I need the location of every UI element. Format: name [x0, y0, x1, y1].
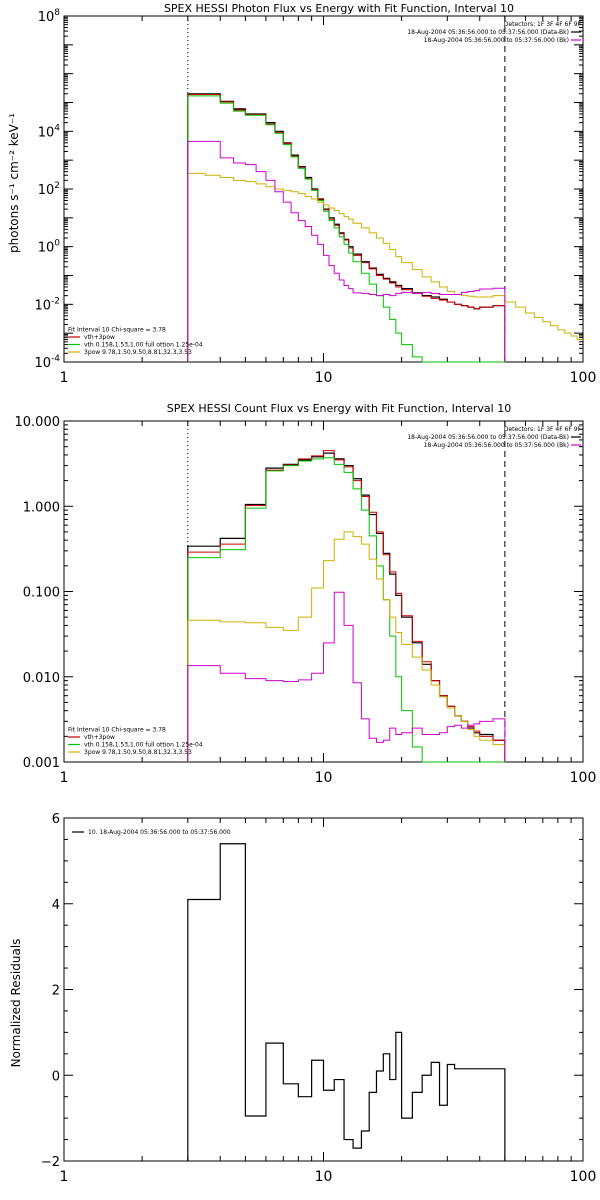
series-3pow — [187, 531, 506, 762]
x-tick-label: 1 — [60, 770, 69, 786]
y-tick-label: 104 — [38, 123, 61, 140]
legend-bottom-left-item: vth+3pow — [84, 734, 115, 741]
legend-top-right-item: 18-Aug-2004 05:36:56.000 to 05:37:56.000… — [424, 442, 569, 449]
legend-top-right-item: 18-Aug-2004 05:36:56.000 to 05:37:56.000… — [407, 434, 569, 441]
legend-bottom-left-item: 3pow 9.78,1.50,9.50,8.81,32.3,3.53 — [84, 749, 192, 756]
series-vth — [187, 95, 505, 363]
count-flux-panel: SPEX HESSI Count Flux vs Energy with Fit… — [15, 402, 597, 786]
photon-flux-ylabel: photons s⁻¹ cm⁻² keV⁻¹ — [7, 113, 21, 253]
x-tick-label: 10 — [315, 770, 333, 786]
y-tick-label: −2 — [41, 1155, 60, 1170]
y-tick-label: 1.000 — [23, 500, 60, 515]
residuals-ylabel: Normalized Residuals — [9, 939, 23, 1068]
y-tick-label: 6 — [52, 812, 60, 827]
count-flux-title: SPEX HESSI Count Flux vs Energy with Fit… — [167, 402, 511, 415]
photon-flux-title: SPEX HESSI Photon Flux vs Energy with Fi… — [164, 2, 514, 15]
series-bk — [187, 140, 506, 362]
y-tick-label: 102 — [38, 181, 60, 198]
y-tick-label: 108 — [38, 8, 61, 25]
x-tick-label: 100 — [570, 1169, 597, 1185]
y-tick-label: 10-4 — [34, 354, 60, 371]
x-tick-label: 10 — [315, 370, 333, 386]
series-3pow — [187, 172, 506, 362]
legend-bottom-left-item: 3pow 9.78,1.50,9.50,8.81,32.3,3.53 — [84, 349, 192, 356]
y-tick-label: 4 — [52, 898, 60, 913]
legend-bottom-left-item: vth+3pow — [84, 334, 115, 341]
x-tick-label: 100 — [570, 370, 597, 386]
legend-top-left-item: 10. 18-Aug-2004 05:36:56.000 to 05:37:56… — [88, 829, 231, 836]
y-tick-label: 10-2 — [34, 296, 60, 313]
legend-top-right-item: Detectors: 1F 3F 4F 6F 9F — [504, 21, 582, 28]
legend-top-right-item: Detectors: 1F 3F 4F 6F 9F — [504, 426, 582, 433]
series-3pow-ext — [504, 301, 583, 341]
x-tick-label: 100 — [570, 770, 597, 786]
legend-bottom-left-item: vth 0.158,1.53,1.00 full ottion 1.25e-04 — [84, 342, 203, 349]
legend-bottom-left-item: Fit Interval 10 Chi-square = 3.78 — [68, 327, 166, 334]
y-tick-label: 0.001 — [23, 756, 60, 771]
y-tick-label: 2 — [52, 984, 60, 999]
series-data-bk — [187, 93, 506, 362]
x-tick-label: 10 — [315, 1169, 333, 1185]
series-vth — [187, 457, 505, 763]
legend-top-right-item: 18-Aug-2004 05:36:56.000 to 05:37:56.000… — [407, 29, 569, 36]
y-tick-label: 0 — [52, 1069, 60, 1084]
series-vth-3pow — [187, 93, 506, 362]
photon-flux-panel: SPEX HESSI Photon Flux vs Energy with Fi… — [7, 2, 596, 386]
series-bk — [187, 591, 506, 762]
legend-top-right-item: 18-Aug-2004 05:36:56.000 to 05:37:56.000… — [424, 37, 569, 44]
x-tick-label: 1 — [60, 1169, 69, 1185]
y-tick-label: 0.010 — [23, 671, 60, 686]
y-tick-label: 0.100 — [23, 586, 60, 601]
y-tick-label: 100 — [38, 239, 61, 256]
residuals-panel: Normalized Residuals 1 10 100 −2 0 2 4 6 10. 18-… — [9, 812, 596, 1185]
legend-bottom-left-item: Fit Interval 10 Chi-square = 3.78 — [68, 727, 166, 734]
series-residuals — [187, 843, 506, 1161]
x-tick-label: 1 — [60, 370, 69, 386]
legend-bottom-left-item: vth 0.158,1.53,1.00 full ottion 1.25e-04 — [84, 742, 203, 749]
y-tick-label: 10.000 — [15, 415, 61, 430]
